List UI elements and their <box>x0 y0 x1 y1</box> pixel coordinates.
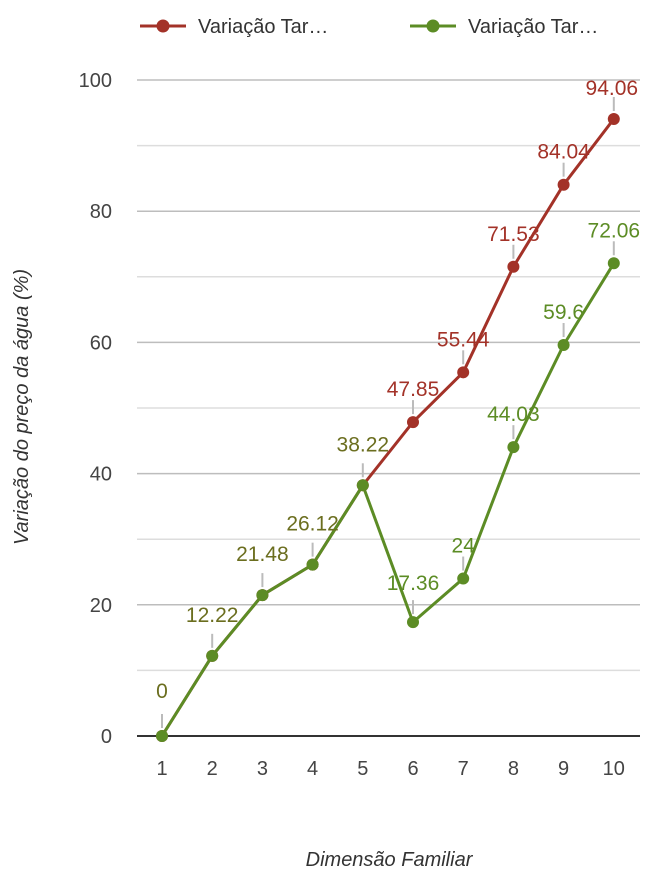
data-label: 0 <box>156 680 168 703</box>
series-2-point <box>256 589 269 602</box>
x-tick-label: 8 <box>508 758 519 780</box>
series-group <box>156 112 620 742</box>
series-1-point <box>407 416 419 429</box>
series-2-point <box>356 479 369 492</box>
series-1-point <box>607 112 620 125</box>
x-tick-label: 3 <box>257 758 268 780</box>
series-1-point <box>457 366 470 379</box>
y-axis-title: Variação do preço da água (%) <box>11 269 33 545</box>
data-label: 84.04 <box>537 141 590 164</box>
x-tick-label: 7 <box>458 758 469 780</box>
series-2-point <box>156 730 168 742</box>
data-label: 26.12 <box>286 513 339 536</box>
x-tick-label: 9 <box>558 758 569 780</box>
y-tick-label: 0 <box>101 726 112 748</box>
data-label: 12.22 <box>186 604 239 627</box>
series-2-point <box>407 616 419 629</box>
data-label: 21.48 <box>236 543 289 566</box>
series-line-2 <box>160 262 616 737</box>
y-tick-label: 100 <box>79 70 112 92</box>
x-tick-label: 1 <box>156 758 167 780</box>
x-tick-label: 4 <box>307 758 318 780</box>
x-axis-title: Dimensão Familiar <box>306 849 474 870</box>
y-tick-label: 60 <box>90 332 112 354</box>
series-2-point <box>557 339 570 352</box>
y-tick-label: 80 <box>90 201 112 223</box>
data-label: 47.85 <box>387 378 440 401</box>
legend-swatch-marker <box>156 19 170 33</box>
legend-entry-label: Variação Tar… <box>198 16 328 38</box>
data-label: 44.03 <box>487 403 540 426</box>
data-label: 38.22 <box>337 433 390 456</box>
series-2-point <box>507 441 520 454</box>
data-label: 94.06 <box>586 77 639 100</box>
data-labels-group: 0 12.22 21.48 26.12 38.22 47.85 17.36 55.44 24 71… <box>156 77 640 728</box>
x-tick-label: 5 <box>357 758 368 780</box>
data-label: 17.36 <box>387 572 440 595</box>
data-label: 71.53 <box>487 223 540 246</box>
y-axis-ticks: 0 20 40 60 80 100 <box>79 70 112 748</box>
grid-lines <box>137 79 640 737</box>
data-label: 24 <box>452 535 476 558</box>
x-axis-ticks: 1 2 3 4 5 6 7 8 9 10 <box>156 758 624 780</box>
x-tick-label: 6 <box>407 758 418 780</box>
x-tick-label: 10 <box>603 758 625 780</box>
series-1-point <box>557 178 570 191</box>
y-tick-label: 20 <box>90 595 112 617</box>
series-1-point <box>507 260 520 273</box>
legend-swatch-marker <box>426 19 440 33</box>
data-label: 59.6 <box>543 301 584 324</box>
legend: Variação Tar… Variação Tar… <box>140 16 598 38</box>
data-label: 72.06 <box>588 219 641 242</box>
series-2-point <box>306 558 319 571</box>
x-tick-label: 2 <box>207 758 218 780</box>
y-tick-label: 40 <box>90 464 112 486</box>
series-2-point <box>607 257 620 270</box>
series-2-point <box>206 649 219 662</box>
legend-entry-label: Variação Tar… <box>468 16 598 38</box>
data-label: 55.44 <box>437 328 490 351</box>
series-2-point <box>457 572 470 585</box>
